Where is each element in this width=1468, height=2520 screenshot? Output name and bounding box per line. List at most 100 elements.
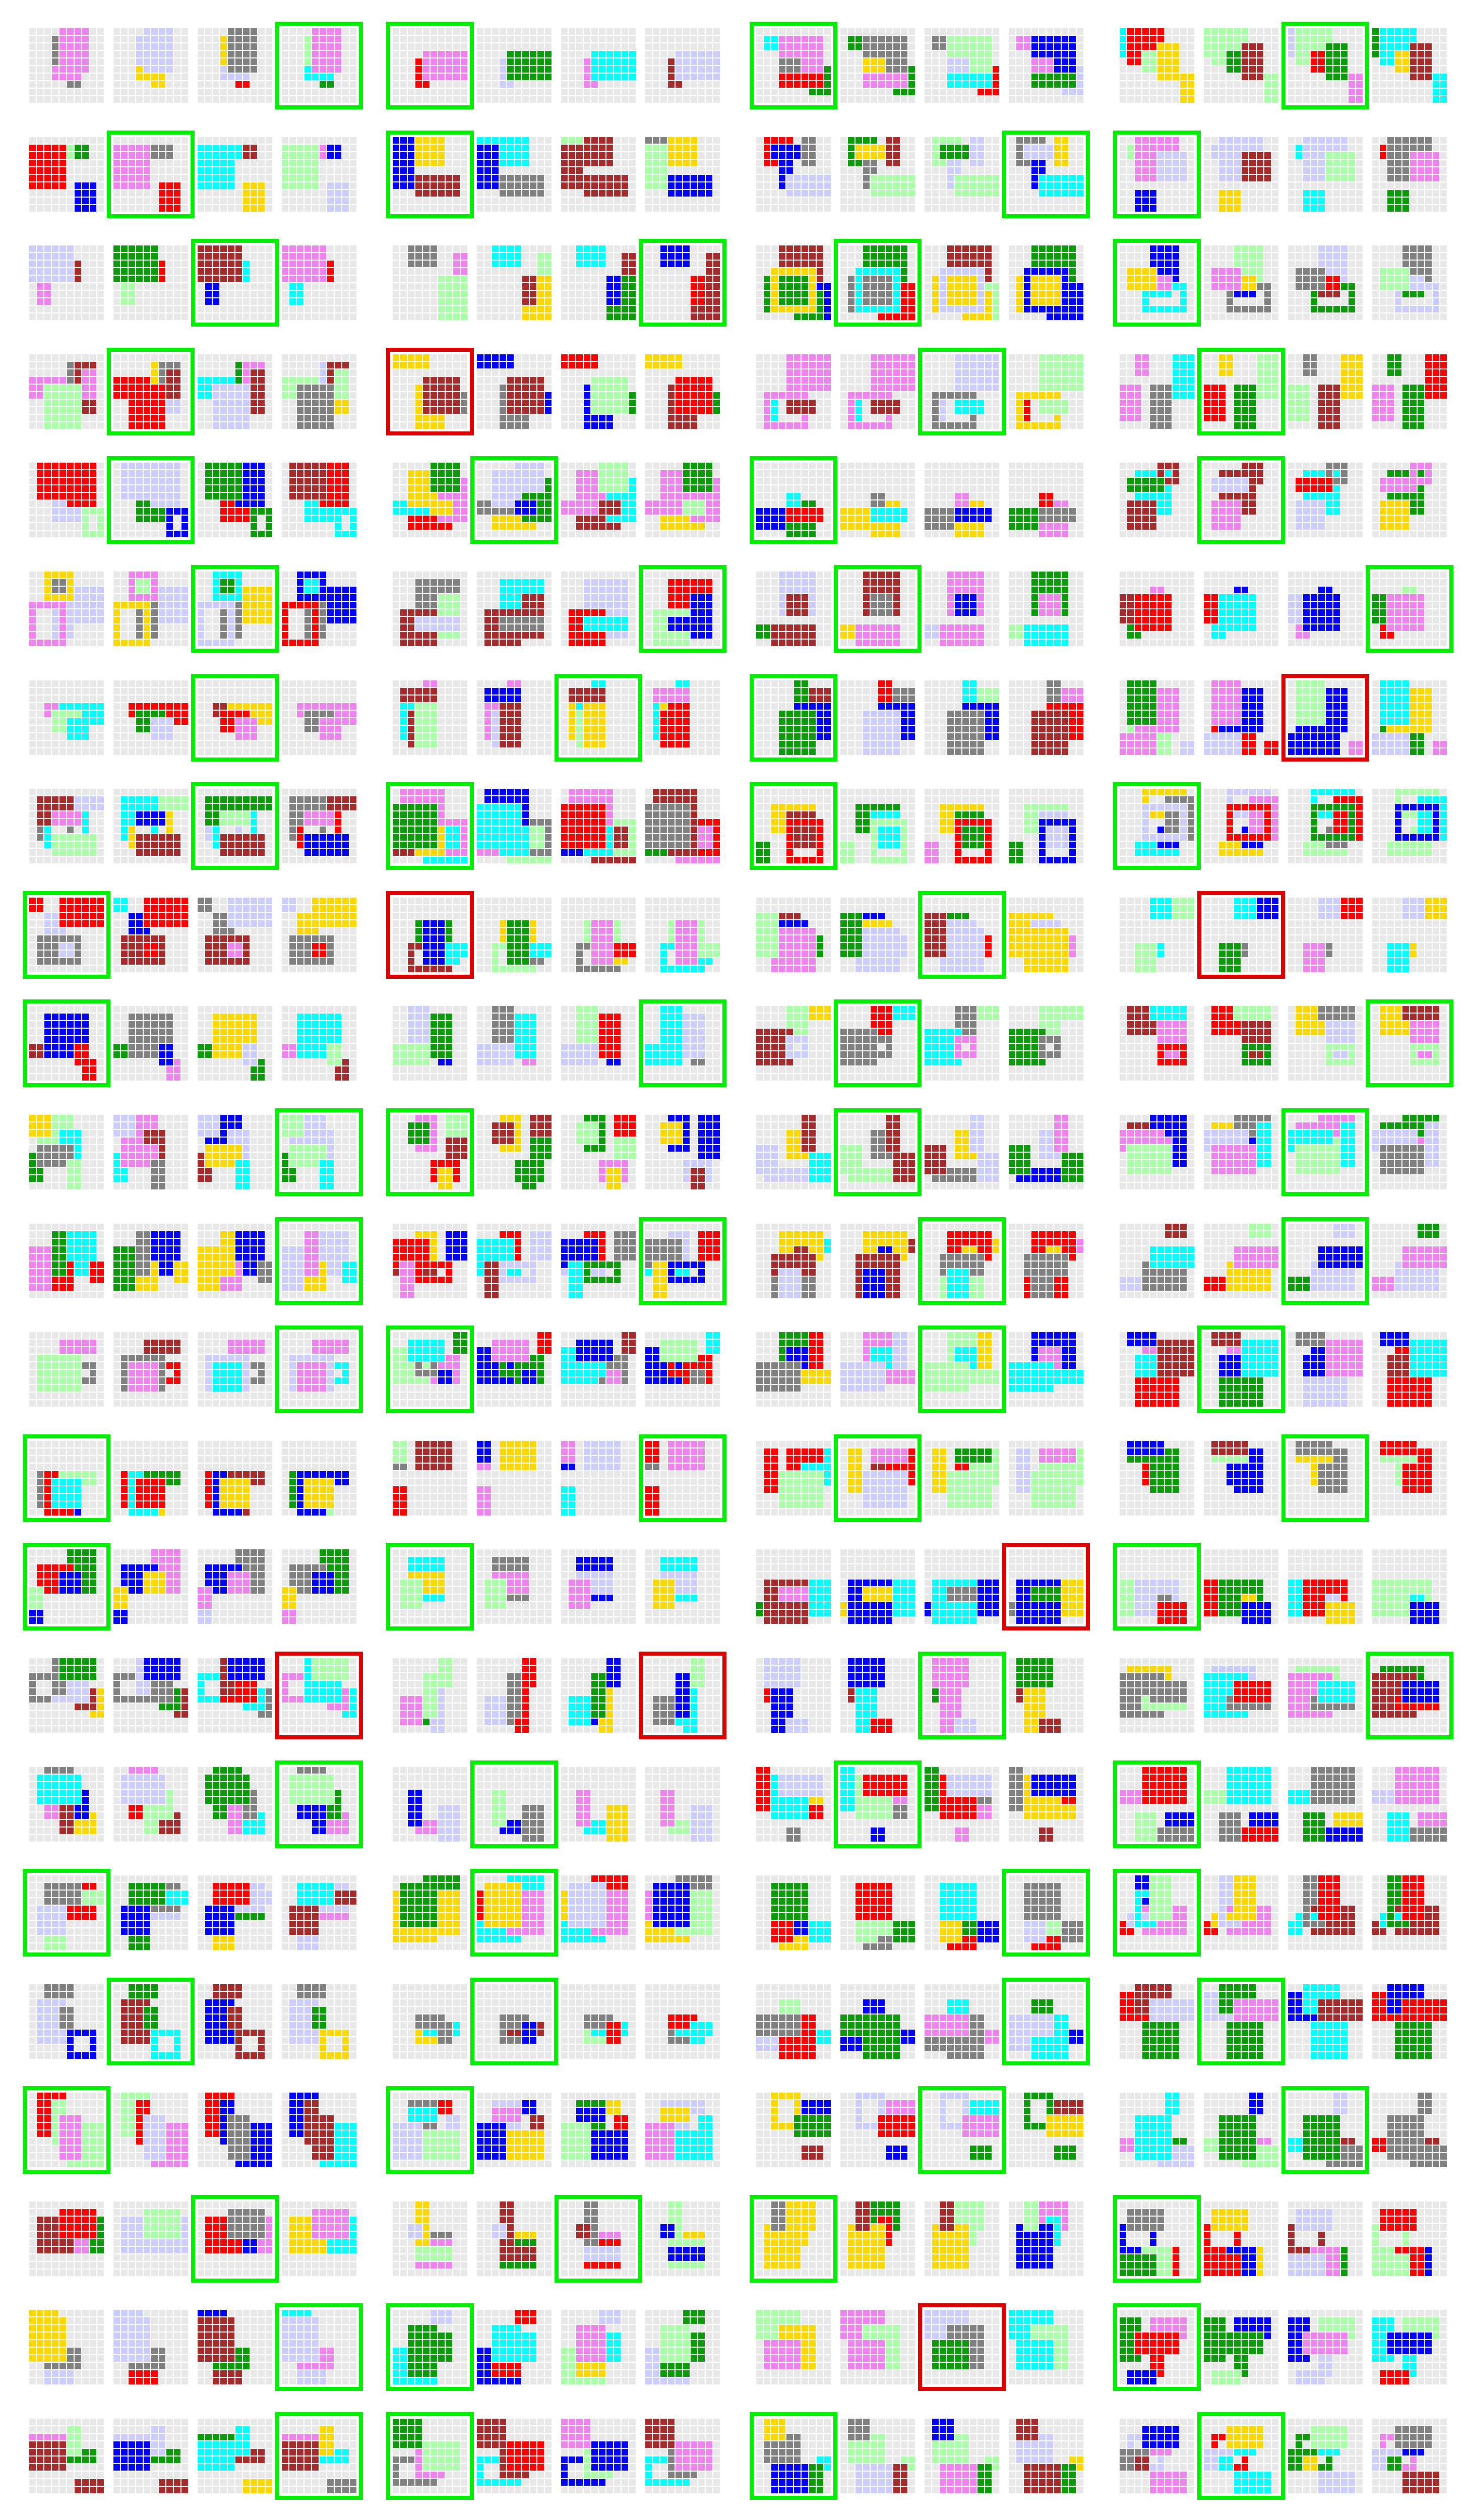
- grid-cell: [886, 159, 892, 166]
- grid-cell: [1069, 137, 1076, 144]
- grid-cell: [151, 137, 158, 144]
- grid-cell: [67, 74, 74, 80]
- grid-cell: [1180, 81, 1187, 88]
- grid-cell: [713, 205, 720, 212]
- grid-cell: [1395, 74, 1401, 80]
- grid-cell: [629, 51, 636, 57]
- grid-cell: [220, 159, 227, 166]
- grid-cell: [1204, 58, 1210, 65]
- grid-cell: [779, 174, 785, 181]
- grid-cell: [537, 96, 544, 103]
- grid-cell: [44, 414, 51, 421]
- grid-cell: [985, 152, 992, 159]
- grid-cell: [893, 291, 900, 298]
- grid-cell: [629, 306, 636, 313]
- grid-cell: [569, 81, 575, 88]
- grid-cell: [824, 152, 831, 159]
- grid-cell: [576, 261, 583, 268]
- grid-cell: [129, 28, 135, 35]
- grid-cell: [1333, 261, 1340, 268]
- grid-cell: [786, 253, 793, 260]
- grid-cell: [993, 137, 999, 144]
- grid-cell: [786, 174, 793, 181]
- grid-cell: [993, 96, 999, 103]
- grid-cell: [431, 276, 437, 283]
- grid-cell: [1047, 167, 1053, 174]
- grid-cell: [166, 96, 173, 103]
- grid-cell: [181, 298, 188, 305]
- grid-cell: [1204, 89, 1210, 95]
- grid-cell: [970, 152, 976, 159]
- grid-cell: [802, 159, 808, 166]
- grid-cell: [1425, 205, 1432, 212]
- grid-cell: [82, 422, 89, 429]
- grid-cell: [166, 89, 173, 95]
- grid-cell: [1173, 43, 1179, 50]
- grid-cell: [67, 205, 74, 212]
- grid-cell: [52, 369, 58, 376]
- grid-cell: [985, 74, 992, 80]
- grid-cell: [1326, 306, 1332, 313]
- grid-cell: [205, 144, 212, 151]
- grid-cell: [855, 306, 862, 313]
- grid-cell: [113, 174, 120, 181]
- grid-cell: [771, 58, 778, 65]
- grid-cell: [786, 245, 793, 253]
- grid-cell: [492, 261, 499, 268]
- grid-cell: [1333, 43, 1340, 50]
- grid-cell: [159, 276, 165, 283]
- grid-cell: [653, 36, 659, 42]
- grid-cell: [756, 66, 763, 73]
- grid-cell: [1395, 81, 1401, 88]
- grid-cell: [802, 51, 808, 57]
- grid-cell: [1402, 268, 1409, 275]
- grid-cell: [802, 190, 808, 197]
- grid-cell: [970, 51, 976, 57]
- grid-cell: [1356, 261, 1363, 268]
- grid-cell: [1303, 51, 1310, 57]
- grid-cell: [1211, 261, 1218, 268]
- grid-cell: [977, 167, 984, 174]
- grid-cell: [1341, 261, 1348, 268]
- grid-cell: [453, 89, 460, 95]
- grid-cell: [653, 261, 659, 268]
- grid-cell: [1440, 174, 1447, 181]
- grid-cell: [174, 268, 180, 275]
- grid-cell: [1157, 197, 1164, 204]
- grid-cell: [653, 245, 659, 253]
- grid-cell: [1234, 190, 1241, 197]
- grid-cell: [871, 152, 877, 159]
- grid-cell: [824, 167, 831, 174]
- grid-cell: [515, 291, 521, 298]
- grid-cell: [824, 51, 831, 57]
- grid-cell: [97, 414, 104, 421]
- grid-cell: [29, 361, 36, 368]
- grid-cell: [136, 354, 143, 361]
- grid-cell: [113, 96, 120, 103]
- grid-cell: [1135, 298, 1141, 305]
- grid-cell: [151, 354, 158, 361]
- grid-cell: [220, 291, 227, 298]
- grid-cell: [1372, 245, 1379, 253]
- grid-cell: [400, 182, 407, 189]
- grid-cell: [824, 74, 831, 80]
- grid-cell: [947, 298, 954, 305]
- grid-cell: [1069, 306, 1076, 313]
- grid-cell: [606, 43, 613, 50]
- grid-cell: [1009, 66, 1015, 73]
- grid-cell: [1402, 152, 1409, 159]
- grid-cell: [653, 174, 659, 181]
- grid-cell: [1016, 66, 1023, 73]
- grid-cell: [614, 190, 621, 197]
- grid-cell: [1180, 74, 1187, 80]
- grid-cell: [1272, 137, 1278, 144]
- grid-cell: [235, 261, 242, 268]
- grid-cell: [668, 197, 675, 204]
- grid-cell: [1016, 205, 1023, 212]
- grid-cell: [985, 96, 992, 103]
- grid-cell: [1024, 81, 1030, 88]
- grid-cell: [993, 58, 999, 65]
- grid-cell: [1440, 144, 1447, 151]
- grid-cell: [1311, 144, 1317, 151]
- grid-cell: [220, 245, 227, 253]
